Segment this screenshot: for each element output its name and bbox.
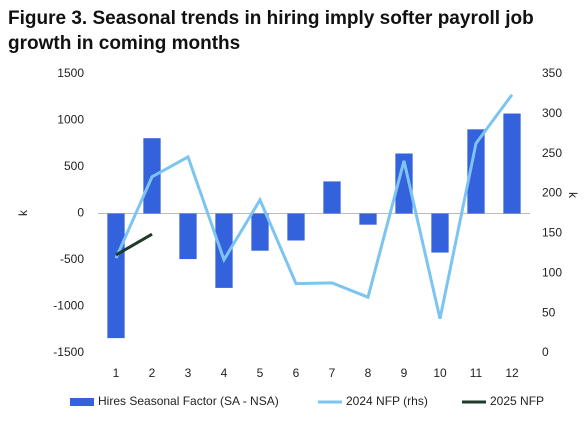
- x-tick-label: 3: [185, 366, 192, 380]
- x-tick-label: 4: [221, 366, 228, 380]
- y-tick-label: 0: [77, 206, 84, 220]
- y2-tick-label: 350: [542, 66, 562, 80]
- chart-title: growth in coming months: [8, 33, 240, 54]
- bar: [395, 153, 413, 214]
- y2-tick-label: 150: [542, 226, 562, 240]
- y-tick-label: -1000: [53, 299, 84, 313]
- bar: [215, 213, 233, 288]
- y-tick-label: 1500: [57, 66, 84, 80]
- bar: [359, 213, 377, 225]
- y-tick-label: 500: [64, 159, 84, 173]
- y-tick-label: 1000: [57, 113, 84, 127]
- y-axis-label: k: [16, 209, 30, 216]
- x-tick-label: 11: [470, 366, 483, 380]
- x-tick-label: 7: [329, 366, 336, 380]
- bar: [179, 213, 197, 260]
- bar: [323, 181, 341, 214]
- line: [114, 93, 514, 320]
- x-tick-label: 6: [293, 366, 300, 380]
- legend-label: Hires Seasonal Factor (SA - NSA): [98, 394, 279, 408]
- bar: [107, 213, 125, 339]
- bar: [503, 113, 521, 214]
- x-tick-label: 2: [149, 366, 156, 380]
- y2-axis-label: k: [566, 192, 580, 199]
- x-tick-label: 8: [365, 366, 372, 380]
- y2-tick-label: 100: [542, 265, 562, 279]
- y2-tick-label: 0: [542, 345, 549, 359]
- x-tick-label: 5: [257, 366, 264, 380]
- y2-tick-label: 250: [542, 146, 562, 160]
- x-tick-label: 9: [401, 366, 408, 380]
- legend-label: 2025 NFP: [490, 394, 544, 408]
- x-tick-label: 1: [113, 366, 120, 380]
- chart-title: Figure 3. Seasonal trends in hiring impl…: [8, 8, 534, 29]
- bar: [251, 213, 269, 251]
- y-tick-label: -500: [60, 252, 84, 266]
- bar: [431, 213, 449, 253]
- line: [115, 232, 153, 257]
- y2-tick-label: 50: [542, 305, 556, 319]
- y2-tick-label: 200: [542, 186, 562, 200]
- x-tick-label: 10: [433, 366, 447, 380]
- bar: [467, 129, 485, 214]
- legend-swatch: [70, 398, 94, 406]
- x-tick-label: 12: [505, 366, 519, 380]
- legend-label: 2024 NFP (rhs): [346, 394, 428, 408]
- bar: [287, 213, 305, 241]
- y-tick-label: -1500: [53, 345, 84, 359]
- y2-tick-label: 300: [542, 106, 562, 120]
